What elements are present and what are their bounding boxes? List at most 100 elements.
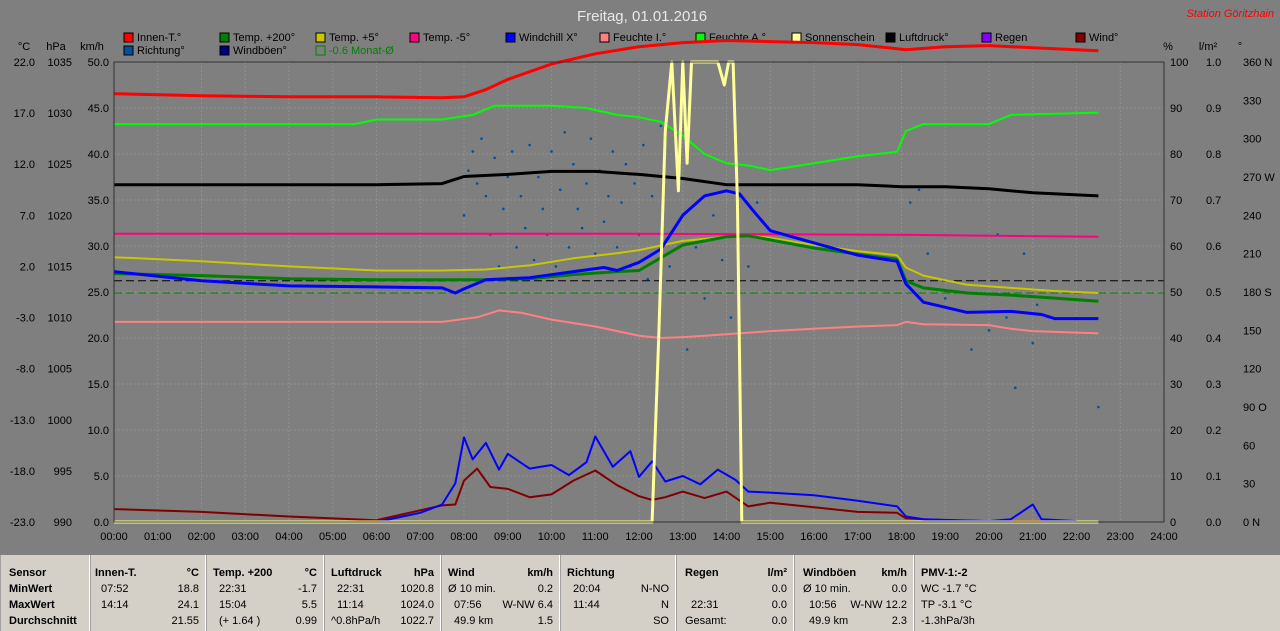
stats-col-windboeen: Windböen km/h Ø 10 min. 0.0 10:56 W-NW 1… <box>794 555 914 631</box>
tick-label-wind: 0.0 <box>94 517 109 529</box>
stats-temp200-min-time: 22:31 <box>219 583 247 595</box>
tick-label-direction: 0 N <box>1243 517 1260 529</box>
tick-label-rain: 0.2 <box>1206 425 1221 437</box>
stats-temp200-avg-value: 0.99 <box>295 615 317 627</box>
stats-temp200-max-value: 5.5 <box>301 599 317 611</box>
tick-label-humidity: 10 <box>1170 471 1182 483</box>
direction-point <box>633 182 636 185</box>
unit-label: l/m² <box>1199 41 1218 53</box>
stats-temp200-header: Temp. +200 <box>213 567 273 579</box>
tick-label-humidity: 0 <box>1170 517 1176 529</box>
direction-point <box>589 137 593 140</box>
direction-point <box>602 220 606 224</box>
stats-luftdruck-avg-value: 1022.7 <box>400 615 434 627</box>
legend-swatch <box>885 32 896 43</box>
direction-point <box>554 265 558 268</box>
legend-label: Wind° <box>1089 32 1118 44</box>
stats-richtung-avg-value: SO <box>653 615 669 627</box>
stats-wind-avg-value: 1.5 <box>537 615 553 627</box>
legend-swatch <box>219 32 230 43</box>
direction-point <box>510 150 514 153</box>
stats-luftdruck-max-time: 11:14 <box>337 599 364 611</box>
series-line-temp-5- <box>114 232 1099 238</box>
series-line-feuchte-i- <box>114 309 1099 339</box>
stats-richtung-min-value: N-NO <box>640 583 669 595</box>
stats-regen-total-label: Gesamt: <box>685 615 727 627</box>
legend-label: Temp. -5° <box>423 32 470 44</box>
series-line-temp-200- <box>113 234 1099 303</box>
unit-label: °C <box>18 41 30 53</box>
tick-label-temp: -8.0 <box>16 364 35 376</box>
tick-label-direction: 90 O <box>1243 402 1267 414</box>
tick-label-direction: 240 <box>1243 210 1261 222</box>
stats-windboeen-max-time: 10:56 <box>809 599 837 611</box>
legend-label: Richtung° <box>137 45 185 57</box>
tick-label-wind: 25.0 <box>88 287 109 299</box>
tick-label-humidity: 90 <box>1170 103 1182 115</box>
direction-point <box>747 265 750 268</box>
legend-swatch <box>315 32 326 43</box>
stats-col-temp200: Temp. +200 °C 22:31 -1.7 15:04 5.5 (+ 1.… <box>206 555 324 631</box>
direction-point <box>1013 386 1017 390</box>
stats-wind-max-time: 07:56 <box>454 599 482 611</box>
tick-label-wind: 50.0 <box>88 57 109 69</box>
stats-regen-row0-value: 0.0 <box>771 583 787 595</box>
direction-point <box>607 194 610 198</box>
direction-point <box>943 297 947 300</box>
tick-label-time: 15:00 <box>756 531 784 543</box>
tick-label-wind: 5.0 <box>94 471 109 483</box>
stats-innen-max-value: 24.1 <box>177 599 199 611</box>
tick-label-time: 22:00 <box>1063 531 1091 543</box>
legend-label: Regen <box>995 32 1027 44</box>
tick-label-rain: 0.6 <box>1206 241 1221 253</box>
stats-richtung-max-time: 11:44 <box>573 599 600 611</box>
stats-innen-avg-value: 21.55 <box>171 615 199 627</box>
direction-point <box>987 329 991 332</box>
tick-label-temp: -3.0 <box>16 313 35 325</box>
direction-point <box>515 245 518 249</box>
direction-point <box>650 194 654 198</box>
stats-regen-total-value: 0.0 <box>771 615 787 627</box>
tick-label-temp: 2.0 <box>20 261 35 273</box>
series-line-feuchte-a- <box>114 104 1099 172</box>
weather-chart: Freitag, 01.01.2016 Station Göritzhain °… <box>0 0 1280 555</box>
tick-label-temp: -18.0 <box>10 466 35 478</box>
stats-luftdruck-min-time: 22:31 <box>337 583 365 595</box>
stats-richtung-max-value: N <box>661 599 669 611</box>
tick-label-time: 01:00 <box>144 531 172 543</box>
stats-col-regen: Regen l/m² 0.0 22:31 0.0 Gesamt: 0.0 <box>676 555 794 631</box>
direction-point <box>712 214 715 217</box>
stats-windboeen-header: Windböen <box>803 567 857 579</box>
stats-innen-min-value: 18.8 <box>177 583 199 595</box>
direction-point <box>519 194 523 198</box>
direction-point <box>720 258 724 262</box>
direction-point <box>926 252 930 255</box>
tick-label-time: 21:00 <box>1019 531 1047 543</box>
legend-label: -0.6 Monat-Ø <box>329 45 394 57</box>
legend-swatch <box>981 32 992 43</box>
axes: °C hPa km/h% l/m² ° 22.0 17.0 12.0 7.0 2.0 -3.0 -8.… <box>10 41 1275 543</box>
direction-point <box>567 245 571 249</box>
tick-label-time: 14:00 <box>713 531 741 543</box>
legend-label: Sonnenschein <box>805 32 875 44</box>
direction-point <box>1097 405 1100 409</box>
direction-point <box>563 130 566 134</box>
stats-innen-header: Innen-T. <box>95 567 137 579</box>
tick-label-wind: 15.0 <box>88 379 109 391</box>
direction-point <box>532 258 536 262</box>
stats-wind-row1-value: 0.2 <box>537 583 553 595</box>
direction-point <box>620 201 623 204</box>
legend-swatch <box>599 32 610 43</box>
stats-windboeen-avg-value: 2.3 <box>891 615 907 627</box>
stats-luftdruck-max-value: 1024.0 <box>400 599 434 611</box>
direction-point <box>755 201 759 204</box>
stats-row-max-label: MaxWert <box>9 599 55 611</box>
tick-label-direction: 30 <box>1243 479 1255 491</box>
stats-richtung-header: Richtung <box>567 567 615 579</box>
direction-point <box>572 162 575 166</box>
tick-label-time: 08:00 <box>450 531 478 543</box>
stats-innen-min-time: 07:52 <box>101 583 129 595</box>
stats-windboeen-row1-value: 0.0 <box>891 583 907 595</box>
legend-label: Luftdruck° <box>899 32 949 44</box>
stats-wind-header: Wind <box>448 567 475 579</box>
